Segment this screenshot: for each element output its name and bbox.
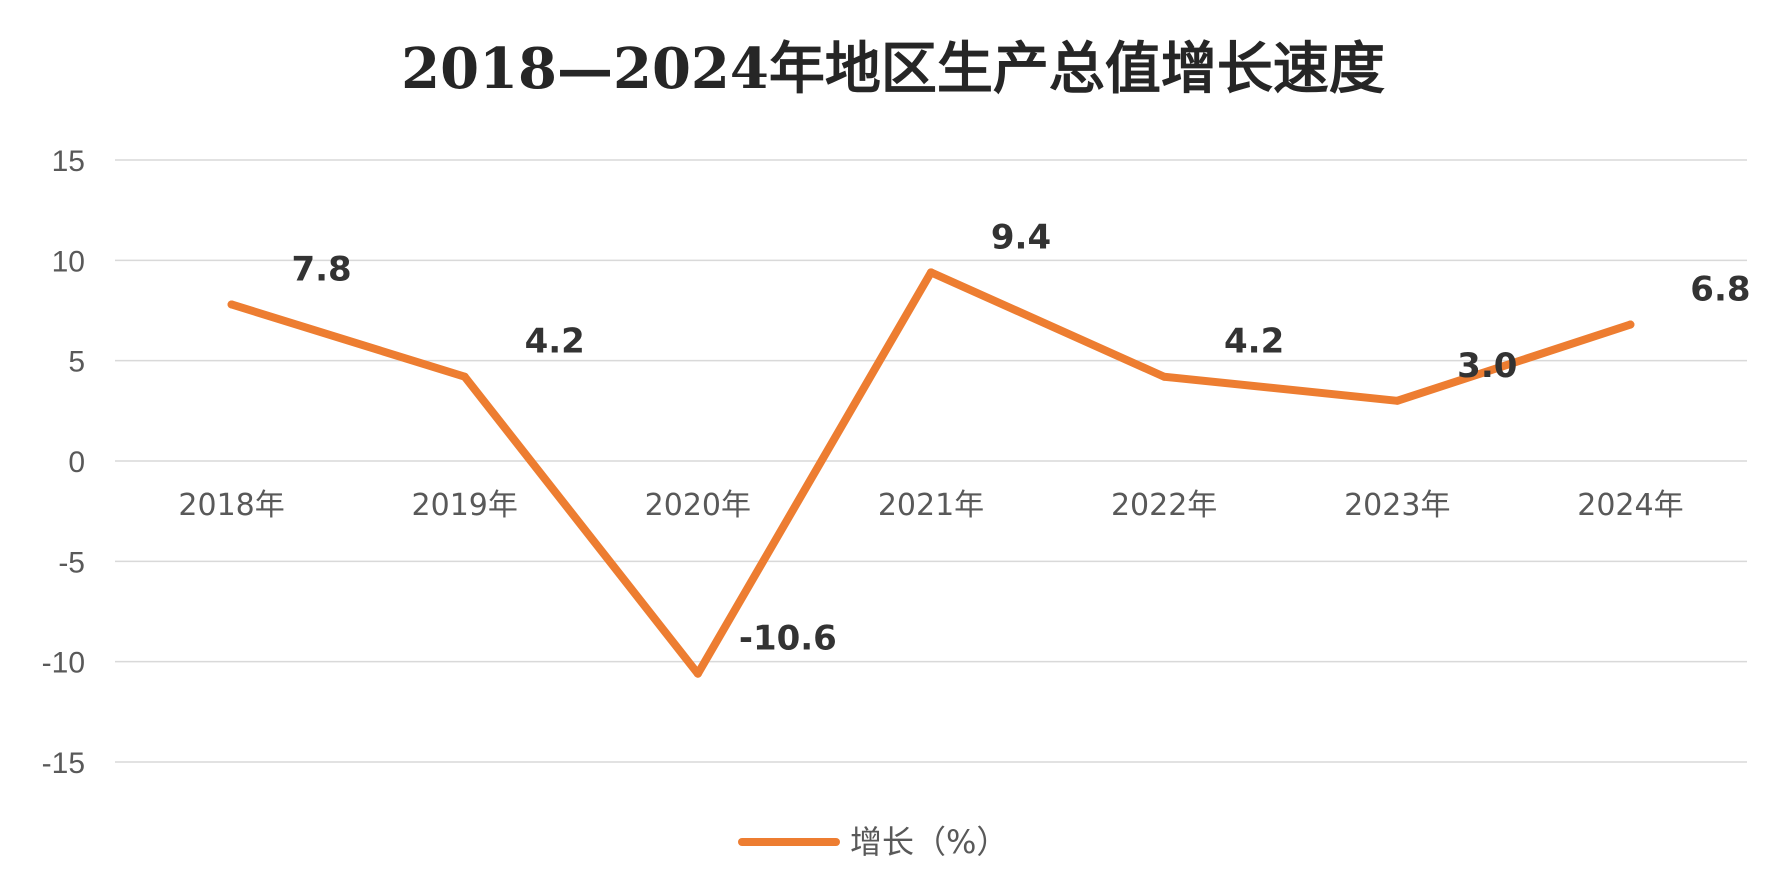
data-point [1393,396,1402,405]
x-tick-label: 2021年 [878,488,984,523]
x-tick-label: 2024年 [1577,488,1683,523]
data-labels: 7.8 4.2 -10.6 9.4 4.2 3.0 6.8 [291,217,1750,658]
data-point [927,268,935,277]
x-axis-ticks: 2018年 2019年 2020年 2021年 2022年 2023年 2024年 [178,488,1683,523]
data-label: 4.2 [1224,322,1284,362]
x-tick-label: 2023年 [1344,488,1450,523]
data-label: 7.8 [291,249,351,289]
data-point [227,300,236,309]
data-point [693,669,702,678]
gridlines [115,159,1747,763]
y-tick-label: -10 [42,647,85,680]
data-label: -10.6 [739,619,837,659]
y-axis-ticks: 15 10 5 0 -5 -10 -15 [42,145,85,780]
x-tick-label: 2018年 [178,488,284,523]
data-label: 6.8 [1690,270,1750,310]
y-tick-label: -15 [42,747,85,780]
y-tick-label: 15 [52,145,85,178]
chart-title: 2018—2024年地区生产总值增长速度 [401,36,1385,102]
x-tick-label: 2022年 [1111,488,1217,523]
data-point [1160,372,1169,381]
series-lines [227,268,1635,678]
data-label: 9.4 [991,217,1051,257]
y-tick-label: -5 [58,546,85,579]
series-line [227,268,1635,678]
x-tick-label: 2020年 [645,488,751,523]
legend: 增长（%） [738,823,1008,861]
data-label: 3.0 [1457,346,1517,386]
legend-label: 增长（%） [850,823,1008,861]
y-tick-label: 0 [68,446,85,479]
data-point [1626,320,1635,329]
x-tick-label: 2019年 [412,488,518,523]
data-point [460,372,469,381]
y-tick-label: 5 [68,346,85,379]
y-tick-label: 10 [52,245,85,278]
data-label: 4.2 [525,322,585,362]
